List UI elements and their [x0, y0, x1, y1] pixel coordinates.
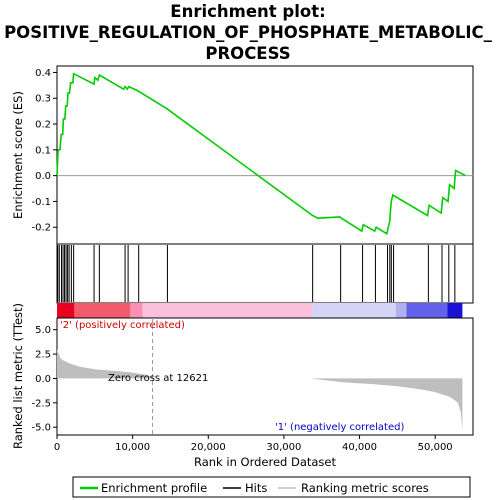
es-panel-frame [56, 65, 474, 245]
x-tick-label: 30,000 [266, 442, 301, 453]
es-y-tick-label: -0.2 [31, 223, 51, 234]
title-line-3: PROCESS [205, 44, 290, 63]
es-y-tick-label: 0.2 [35, 120, 51, 131]
es-y-tick-label: 0.1 [35, 145, 51, 156]
x-tick-label: 50,000 [418, 442, 453, 453]
x-tick-label: 10,000 [115, 442, 150, 453]
metric-y-axis-label: Ranked list metric (TTest) [11, 303, 25, 449]
color-bar-segment [406, 303, 448, 318]
metric-y-tick-label: 0.0 [35, 374, 51, 385]
color-bar-segment [395, 303, 407, 318]
es-y-axis-label: Enrichment score (ES) [11, 91, 25, 219]
x-tick-label: 40,000 [342, 442, 377, 453]
negative-correlation-label: '1' (negatively correlated) [275, 422, 404, 433]
metric-y-tick-label: -2.5 [31, 398, 51, 409]
rank-color-bar [57, 303, 463, 318]
color-bar-segment [447, 303, 463, 318]
metric-y-tick-label: 5.0 [35, 325, 51, 336]
color-bar-segment [74, 303, 131, 318]
x-tick-label: 0 [54, 442, 60, 453]
es-y-tick-label: 0.4 [35, 68, 51, 79]
legend-metric-label: Ranking metric scores [301, 481, 429, 495]
es-y-tick-label: 0.3 [35, 94, 51, 105]
x-axis-label: Rank in Ordered Dataset [194, 455, 337, 469]
color-bar-segment [130, 303, 143, 318]
x-tick-label: 20,000 [191, 442, 226, 453]
es-y-tick-label: 0.0 [35, 171, 51, 182]
title-line-1: Enrichment plot: [170, 2, 325, 21]
color-bar-segment [312, 303, 396, 318]
legend-box [72, 476, 471, 498]
enrichment-profile-line [56, 72, 466, 235]
hits-panel-frame [56, 243, 474, 304]
hit-marks [57, 245, 456, 302]
title-line-2: POSITIVE_REGULATION_OF_PHOSPHATE_METABOL… [4, 23, 493, 42]
zero-cross-label: Zero cross at 12621 [108, 373, 208, 384]
metric-y-tick-label: -5.0 [31, 423, 51, 434]
color-bar-segment [57, 303, 75, 318]
es-y-tick-label: -0.1 [31, 197, 51, 208]
positive-correlation-label: '2' (positively correlated) [60, 320, 185, 331]
legend-profile-label: Enrichment profile [101, 481, 207, 495]
color-bar-segment [142, 303, 313, 318]
metric-y-tick-label: 2.5 [35, 350, 51, 361]
legend: Enrichment profile Hits Ranking metric s… [72, 476, 471, 498]
legend-hits-label: Hits [245, 481, 267, 495]
